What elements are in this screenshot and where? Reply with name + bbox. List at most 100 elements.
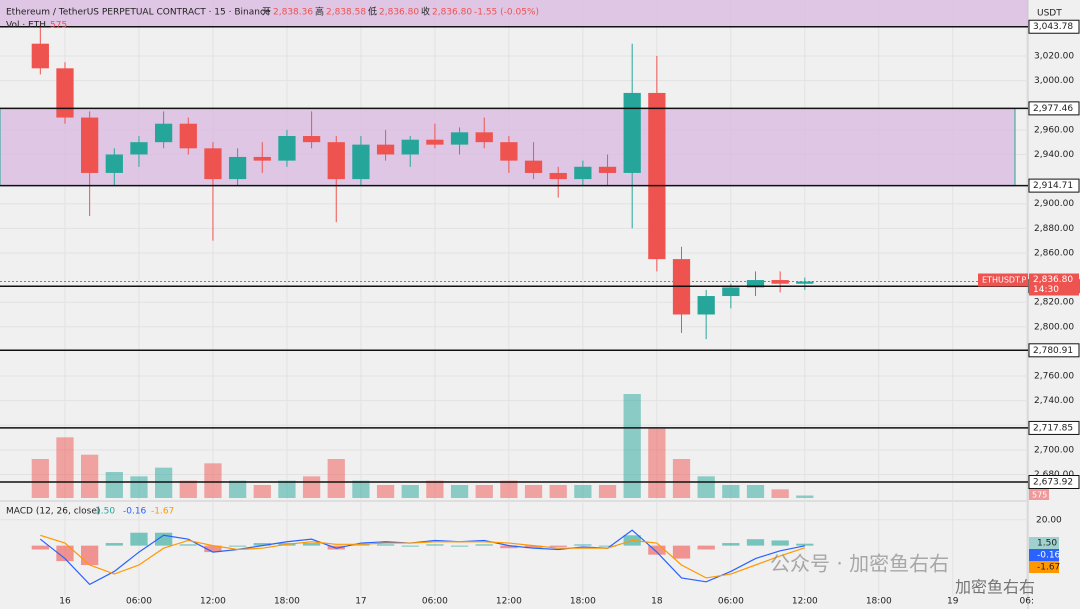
level-label: 2,914.71 — [1033, 181, 1073, 191]
macd-histogram-bar — [253, 543, 271, 546]
current-price-label: 2,836.80 — [1033, 275, 1073, 285]
candle-body — [278, 136, 296, 161]
candle-body — [623, 92, 641, 173]
macd-histogram-bar — [771, 540, 789, 546]
y-tick-label: 2,800.00 — [1034, 322, 1074, 332]
candle-body — [253, 156, 271, 161]
volume-bar — [524, 485, 543, 498]
volume-bar — [623, 394, 641, 498]
volume-bar — [598, 485, 617, 498]
x-tick-label: 19 — [947, 597, 959, 607]
macd-value-label: -1.67 — [1037, 563, 1060, 573]
x-tick-label: 06:00 — [422, 597, 448, 607]
candle-body — [475, 132, 493, 143]
macd-line — [39, 529, 805, 586]
macd-value-label: 1.50 — [1037, 539, 1057, 549]
macd-histogram-bar — [352, 544, 370, 546]
macd-histogram-bar — [672, 545, 691, 559]
level-label-box — [1028, 420, 1080, 435]
x-tick-label: 12:00 — [496, 597, 522, 607]
countdown-label: 14:30 — [1033, 285, 1059, 295]
candle-body — [105, 154, 123, 173]
watermark: 加密鱼右右 — [955, 578, 1035, 597]
macd-histogram-bar — [500, 545, 518, 549]
symbol-box — [978, 273, 1028, 287]
macd-histogram-bar — [697, 545, 715, 550]
ohlc-name: 收 — [421, 6, 430, 18]
volume-bar — [154, 467, 173, 498]
y-tick-label: 3,020.00 — [1034, 52, 1074, 62]
volume-bar — [376, 485, 395, 498]
x-tick-label: 17 — [355, 597, 366, 607]
candle-body — [352, 144, 370, 180]
x-tick-label: 18 — [651, 597, 663, 607]
volume-header-value: 575 — [50, 21, 67, 31]
x-tick-label: 12:00 — [792, 597, 818, 607]
volume-bar — [746, 485, 765, 498]
volume-bar — [796, 495, 814, 498]
level-label-box — [1028, 475, 1080, 490]
x-tick-label: 12:00 — [200, 597, 226, 607]
y-tick-label: 2,940.00 — [1034, 150, 1074, 160]
macd-histogram-bar — [475, 544, 493, 546]
level-label-box — [1028, 101, 1080, 116]
candle-body — [302, 136, 321, 143]
volume-bar — [697, 476, 715, 498]
ohlc-value: 2,836.80 — [379, 8, 419, 18]
macd-value-box — [1029, 537, 1059, 549]
x-tick-label: 06:00 — [718, 597, 744, 607]
candle-body — [376, 144, 395, 155]
macd-histogram-bar — [401, 545, 419, 547]
y-tick-label: 2,960.00 — [1034, 125, 1074, 135]
macd-legend-value: -0.16 — [123, 507, 147, 517]
macd-title: MACD (12, 26, close) — [6, 507, 100, 517]
candle-body — [401, 139, 419, 155]
unit-label: USDT — [1037, 9, 1062, 19]
ohlc-value: 2,838.58 — [326, 8, 366, 18]
y-tick-label: 2,700.00 — [1034, 445, 1074, 455]
volume-bar — [672, 459, 691, 498]
volume-bar — [31, 459, 49, 498]
macd-histogram-bar — [204, 545, 222, 553]
volume-bar — [722, 485, 740, 498]
candle-body — [426, 139, 444, 145]
volume-bar — [352, 480, 370, 498]
macd-histogram-bar — [376, 544, 395, 546]
volume-label-box — [1029, 489, 1049, 500]
candle-body — [796, 281, 814, 284]
macd-value-label: -0.16 — [1037, 551, 1061, 561]
macd-value-box — [1029, 561, 1059, 573]
zone — [0, 0, 1028, 27]
macd-histogram-bar — [426, 544, 444, 546]
x-tick-label: 18:00 — [274, 597, 300, 607]
candle-body — [598, 166, 617, 173]
volume-bar — [278, 480, 296, 498]
macd-histogram-bar — [31, 545, 49, 550]
chart-title: Ethereum / TetherUS PERPETUAL CONTRACT ·… — [6, 8, 271, 18]
macd-histogram-bar — [56, 545, 74, 562]
candle-body — [549, 172, 567, 180]
candle-body — [327, 142, 345, 180]
candle-body — [31, 43, 49, 69]
ohlc-value: 2,836.80 — [432, 8, 472, 18]
y-tick-label: 2,740.00 — [1034, 396, 1074, 406]
x-tick-label: 16 — [59, 597, 71, 607]
level-label: 2,977.46 — [1033, 104, 1073, 114]
candle-body — [228, 156, 247, 180]
candle-body — [500, 142, 518, 161]
ohlc-value: 2,838.36 — [273, 8, 313, 18]
y-tick-label: 2,860.00 — [1034, 248, 1074, 258]
candle-body — [574, 166, 592, 180]
x-tick-label: 06: — [1020, 597, 1034, 607]
macd-histogram-bar — [105, 543, 123, 546]
candle-body — [130, 142, 148, 155]
x-tick-label: 06:00 — [126, 597, 152, 607]
macd-histogram-bar — [450, 545, 469, 547]
macd-histogram-bar — [179, 544, 197, 546]
level-label: 2,673.92 — [1033, 478, 1073, 488]
volume-bar — [771, 489, 789, 498]
macd-histogram-bar — [746, 539, 765, 546]
